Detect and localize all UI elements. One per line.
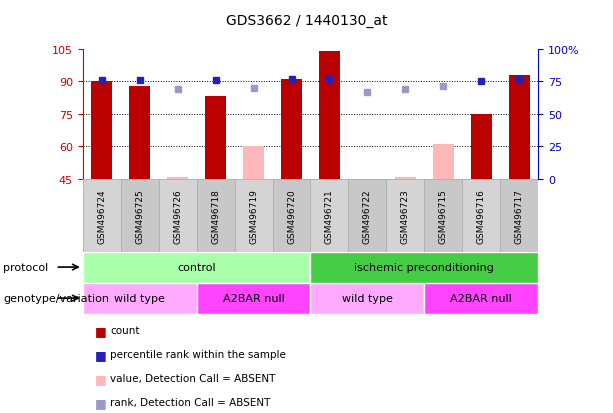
Text: protocol: protocol <box>3 262 48 273</box>
Bar <box>424 180 462 252</box>
Text: GSM496719: GSM496719 <box>249 188 258 243</box>
Text: GDS3662 / 1440130_at: GDS3662 / 1440130_at <box>226 14 387 28</box>
Text: GSM496716: GSM496716 <box>477 188 485 243</box>
Text: GSM496722: GSM496722 <box>363 189 372 243</box>
Text: percentile rank within the sample: percentile rank within the sample <box>110 349 286 359</box>
Text: ■: ■ <box>95 372 107 385</box>
Bar <box>121 180 159 252</box>
Bar <box>386 180 424 252</box>
Bar <box>243 147 264 180</box>
Text: GSM496723: GSM496723 <box>401 188 410 243</box>
Bar <box>197 283 311 314</box>
Text: GSM496718: GSM496718 <box>211 188 220 243</box>
Bar <box>500 180 538 252</box>
Bar <box>433 145 454 180</box>
Bar <box>509 76 530 180</box>
Bar <box>83 180 121 252</box>
Bar <box>424 283 538 314</box>
Text: GSM496724: GSM496724 <box>97 189 106 243</box>
Bar <box>167 178 188 180</box>
Text: wild type: wild type <box>114 293 165 304</box>
Bar <box>273 180 311 252</box>
Text: GSM496715: GSM496715 <box>439 188 448 243</box>
Bar <box>83 252 311 283</box>
Text: ■: ■ <box>95 324 107 337</box>
Bar <box>129 86 150 180</box>
Text: wild type: wild type <box>342 293 393 304</box>
Text: count: count <box>110 325 140 335</box>
Bar <box>462 180 500 252</box>
Text: A2BAR null: A2BAR null <box>223 293 284 304</box>
Text: GSM496717: GSM496717 <box>515 188 524 243</box>
Bar <box>159 180 197 252</box>
Bar <box>319 52 340 180</box>
Bar <box>395 178 416 180</box>
Bar <box>205 97 226 180</box>
Bar <box>471 115 492 180</box>
Text: GSM496721: GSM496721 <box>325 188 334 243</box>
Text: GSM496725: GSM496725 <box>135 188 144 243</box>
Bar <box>235 180 273 252</box>
Text: genotype/variation: genotype/variation <box>3 293 109 304</box>
Text: rank, Detection Call = ABSENT: rank, Detection Call = ABSENT <box>110 397 271 407</box>
Text: ■: ■ <box>95 348 107 361</box>
Bar <box>311 252 538 283</box>
Text: ischemic preconditioning: ischemic preconditioning <box>354 262 494 273</box>
Text: ■: ■ <box>95 396 107 409</box>
Text: GSM496720: GSM496720 <box>287 188 296 243</box>
Bar <box>197 180 235 252</box>
Bar <box>91 82 112 180</box>
Bar <box>348 180 386 252</box>
Bar <box>311 283 424 314</box>
Bar <box>281 80 302 180</box>
Text: value, Detection Call = ABSENT: value, Detection Call = ABSENT <box>110 373 276 383</box>
Text: GSM496726: GSM496726 <box>173 188 182 243</box>
Bar <box>311 180 348 252</box>
Text: A2BAR null: A2BAR null <box>451 293 512 304</box>
Bar <box>83 283 197 314</box>
Text: control: control <box>177 262 216 273</box>
